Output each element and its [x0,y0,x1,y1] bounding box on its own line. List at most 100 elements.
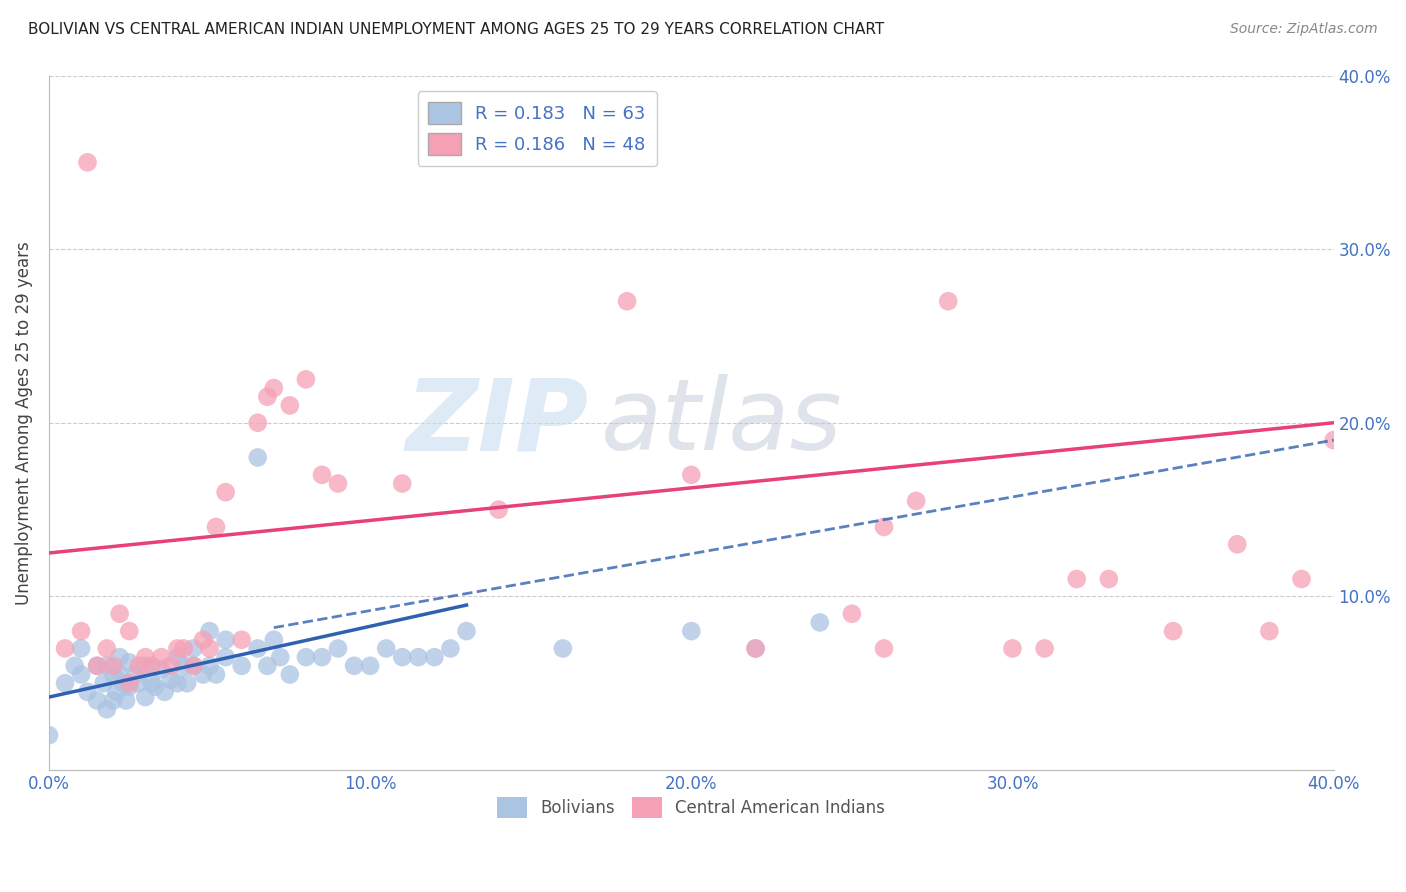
Point [38,728,60,742]
Point [166,641,188,656]
Point [118,676,141,690]
Point [63,658,86,673]
Point [616,294,638,309]
Point [103,693,125,707]
Point [269,650,291,665]
Point [936,294,959,309]
Point [176,676,198,690]
Text: atlas: atlas [602,375,844,471]
Point [808,615,831,630]
Point [1323,433,1346,447]
Point [1098,572,1121,586]
Point [744,641,766,656]
Point [160,658,183,673]
Point [246,641,269,656]
Point [166,650,188,665]
Point [681,467,703,482]
Point [214,485,236,500]
Point [198,624,221,639]
Point [118,624,141,639]
Point [166,676,188,690]
Point [551,641,574,656]
Point [198,641,221,656]
Point [160,673,183,687]
Point [326,476,349,491]
Point [295,650,318,665]
Point [70,624,93,639]
Point [153,685,176,699]
Point [191,667,214,681]
Point [118,680,141,694]
Point [125,667,148,681]
Point [111,676,134,690]
Point [134,650,156,665]
Point [141,658,163,673]
Point [118,656,141,670]
Point [141,676,163,690]
Point [70,641,93,656]
Point [391,476,413,491]
Point [96,702,118,716]
Point [134,690,156,704]
Point [183,658,205,673]
Point [841,607,863,621]
Point [873,520,896,534]
Point [326,641,349,656]
Point [295,372,318,386]
Point [278,398,301,412]
Point [375,641,398,656]
Point [205,520,228,534]
Point [1001,641,1024,656]
Point [744,641,766,656]
Point [246,450,269,465]
Point [128,676,150,690]
Point [278,667,301,681]
Point [53,676,76,690]
Point [96,641,118,656]
Point [1161,624,1184,639]
Point [143,680,166,694]
Point [1066,572,1088,586]
Point [191,632,214,647]
Point [681,624,703,639]
Y-axis label: Unemployment Among Ages 25 to 29 years: Unemployment Among Ages 25 to 29 years [15,241,32,605]
Point [86,658,108,673]
Point [150,662,173,676]
Point [408,650,430,665]
Point [105,685,128,699]
Point [134,658,156,673]
Point [905,494,928,508]
Point [256,658,278,673]
Point [343,658,366,673]
Point [86,658,108,673]
Point [76,155,98,169]
Point [86,693,108,707]
Point [108,667,131,681]
Point [1226,537,1249,551]
Legend: Bolivians, Central American Indians: Bolivians, Central American Indians [491,790,891,824]
Point [1258,624,1281,639]
Point [115,693,138,707]
Point [53,641,76,656]
Point [439,641,461,656]
Point [183,658,205,673]
Point [359,658,381,673]
Point [173,658,195,673]
Point [183,641,205,656]
Point [128,658,150,673]
Point [103,667,125,681]
Point [231,658,253,673]
Text: Source: ZipAtlas.com: Source: ZipAtlas.com [1230,22,1378,37]
Point [263,632,285,647]
Point [231,632,253,647]
Point [256,390,278,404]
Text: ZIP: ZIP [405,375,589,471]
Point [246,416,269,430]
Text: BOLIVIAN VS CENTRAL AMERICAN INDIAN UNEMPLOYMENT AMONG AGES 25 TO 29 YEARS CORRE: BOLIVIAN VS CENTRAL AMERICAN INDIAN UNEM… [28,22,884,37]
Point [214,650,236,665]
Point [173,641,195,656]
Point [488,502,510,516]
Point [108,607,131,621]
Point [108,650,131,665]
Point [103,658,125,673]
